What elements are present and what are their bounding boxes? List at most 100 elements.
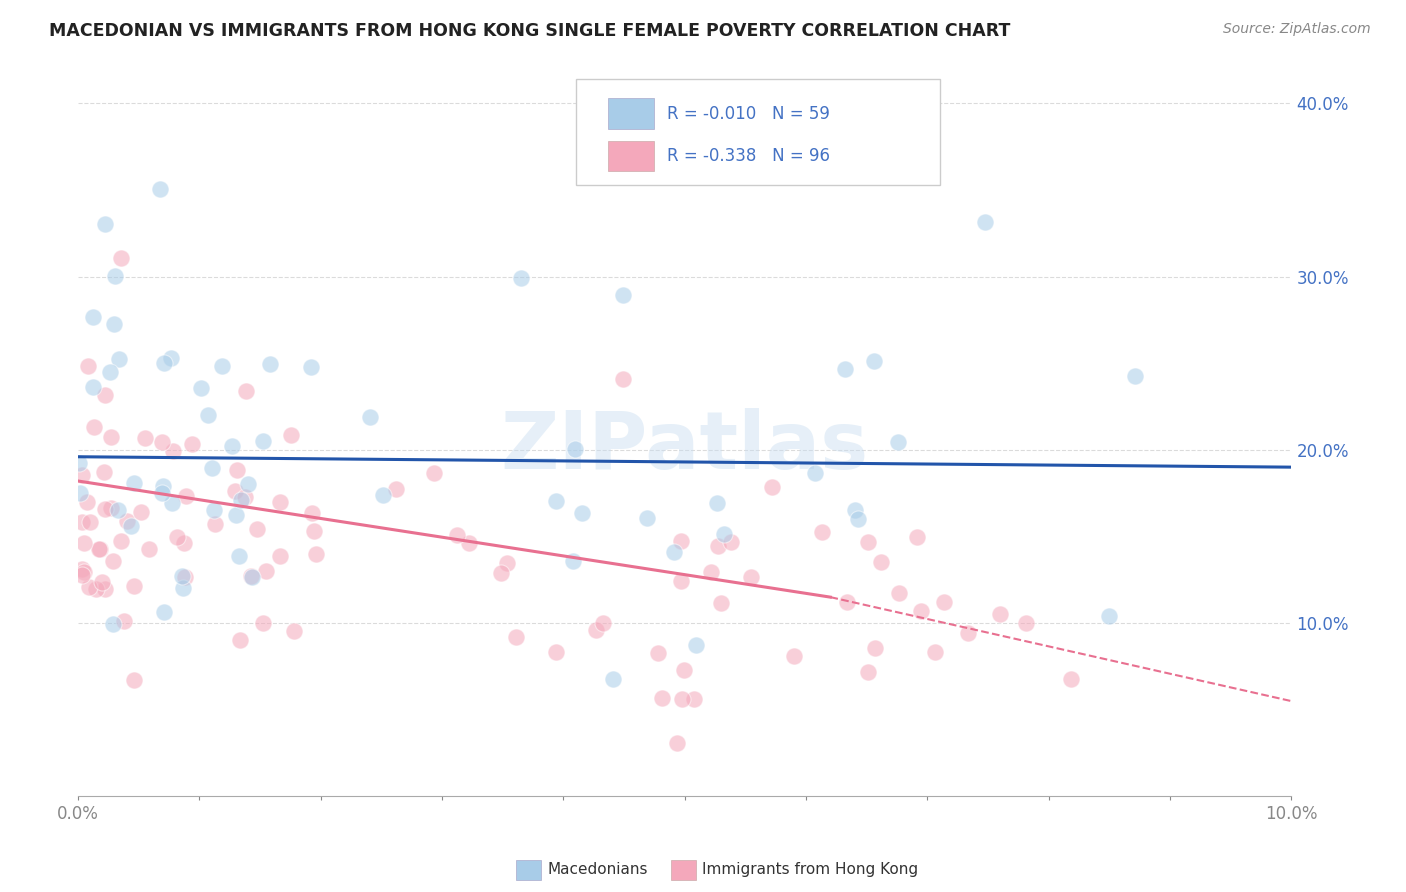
Point: [299, 360, 322, 375]
Point: [211, 359, 233, 373]
Point: [252, 615, 274, 630]
Point: [685, 638, 707, 652]
Point: [233, 490, 256, 504]
Point: [225, 462, 247, 476]
Point: [181, 437, 204, 451]
Point: [804, 466, 827, 480]
Point: [101, 617, 124, 632]
Point: [544, 645, 567, 659]
Point: [82, 310, 104, 324]
Point: [152, 486, 174, 500]
Point: [93, 466, 115, 480]
Point: [79, 580, 101, 594]
Point: [837, 595, 859, 609]
Text: ZIPatlas: ZIPatlas: [501, 408, 869, 486]
Point: [905, 530, 928, 544]
Point: [1123, 369, 1146, 384]
Point: [228, 549, 250, 564]
Point: [221, 439, 243, 453]
Point: [153, 356, 176, 370]
Point: [90, 574, 112, 589]
Point: [89, 542, 111, 557]
Point: [283, 624, 305, 639]
Point: [225, 508, 247, 522]
Point: [887, 585, 910, 599]
Point: [458, 536, 481, 550]
Point: [510, 271, 533, 285]
Point: [246, 522, 269, 536]
Point: [858, 535, 880, 549]
Point: [446, 528, 468, 542]
Point: [103, 317, 125, 331]
Point: [190, 381, 212, 395]
Point: [636, 511, 658, 525]
Point: [651, 691, 673, 706]
Point: [585, 624, 607, 638]
Point: [174, 489, 197, 503]
Point: [76, 495, 98, 509]
Point: [73, 535, 96, 549]
Point: [301, 506, 323, 520]
Point: [98, 365, 121, 379]
Point: [170, 568, 193, 582]
Point: [104, 268, 127, 283]
Point: [385, 482, 408, 496]
Point: [671, 533, 693, 548]
Point: [224, 483, 246, 498]
Point: [240, 570, 263, 584]
Point: [112, 614, 135, 628]
Point: [172, 581, 194, 595]
Point: [162, 496, 184, 510]
Text: R = -0.338   N = 96: R = -0.338 N = 96: [666, 147, 830, 165]
Point: [134, 431, 156, 445]
Point: [870, 555, 893, 569]
Point: [252, 434, 274, 449]
Point: [72, 562, 94, 576]
Point: [94, 218, 117, 232]
Point: [373, 487, 395, 501]
Point: [235, 384, 257, 399]
Point: [149, 182, 172, 196]
Point: [269, 495, 291, 509]
Point: [254, 564, 277, 578]
Point: [647, 646, 669, 660]
Point: [544, 494, 567, 508]
Point: [359, 410, 381, 425]
Point: [173, 536, 195, 550]
Point: [70, 467, 93, 482]
Point: [713, 527, 735, 541]
Point: [973, 215, 995, 229]
Point: [924, 645, 946, 659]
Point: [564, 442, 586, 456]
Point: [844, 502, 866, 516]
Point: [489, 566, 512, 580]
Point: [107, 502, 129, 516]
Point: [201, 460, 224, 475]
Text: Source: ZipAtlas.com: Source: ZipAtlas.com: [1223, 22, 1371, 37]
Point: [228, 632, 250, 647]
Text: Immigrants from Hong Kong: Immigrants from Hong Kong: [702, 863, 918, 877]
Point: [83, 419, 105, 434]
Point: [671, 692, 693, 706]
Point: [700, 565, 723, 579]
Point: [204, 516, 226, 531]
Point: [269, 549, 291, 563]
Text: MACEDONIAN VS IMMIGRANTS FROM HONG KONG SINGLE FEMALE POVERTY CORRELATION CHART: MACEDONIAN VS IMMIGRANTS FROM HONG KONG …: [49, 22, 1011, 40]
Point: [863, 641, 886, 656]
Point: [761, 479, 783, 493]
Point: [683, 692, 706, 706]
Point: [710, 596, 733, 610]
Point: [990, 607, 1012, 621]
Point: [240, 568, 263, 582]
FancyBboxPatch shape: [575, 79, 939, 185]
Point: [612, 288, 634, 302]
Point: [302, 524, 325, 539]
Text: R = -0.010   N = 59: R = -0.010 N = 59: [666, 104, 830, 123]
Point: [1060, 672, 1083, 686]
Point: [73, 565, 96, 579]
Point: [571, 506, 593, 520]
Point: [592, 615, 614, 630]
Point: [94, 387, 117, 401]
Point: [159, 351, 181, 366]
Point: [77, 359, 100, 374]
